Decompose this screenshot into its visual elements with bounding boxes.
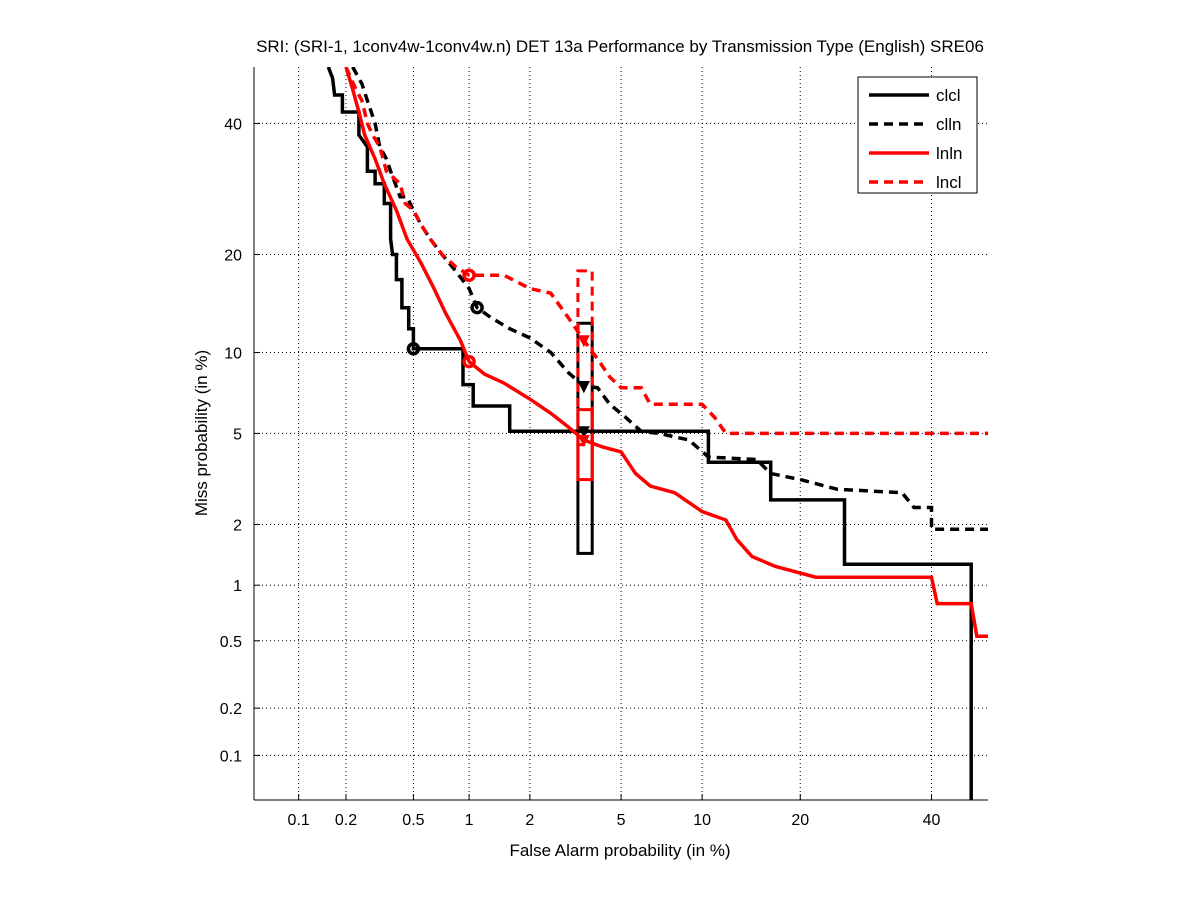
confidence-box-lncl <box>576 269 594 447</box>
series-line-clln <box>351 67 988 531</box>
actual-dcf-marker-clcl <box>577 426 590 439</box>
actual-dcf-marker-lnln <box>577 435 590 448</box>
x-tick-label: 0.2 <box>335 812 357 829</box>
min-dcf-marker-clln <box>470 300 484 315</box>
min-dcf-marker-lncl <box>462 268 476 282</box>
series-line-lnln <box>344 67 988 639</box>
y-tick-label: 20 <box>224 247 242 264</box>
y-tick-label: 0.5 <box>220 634 242 651</box>
x-tick-label: 1 <box>465 812 474 829</box>
legend-label-lnln: lnln <box>936 144 962 163</box>
x-tick-label: 0.5 <box>402 812 424 829</box>
y-tick-label: 1 <box>233 578 242 595</box>
y-tick-label: 2 <box>233 517 242 534</box>
ticks: 0.1 0.2 0.5 1 2 5 10 20 40 0.1 0.2 0.5 1 2 5 10 20 40 <box>220 116 941 829</box>
legend-label-lncl: lncl <box>936 173 962 192</box>
x-tick-label: 0.1 <box>288 812 310 829</box>
x-tick-label: 5 <box>617 812 626 829</box>
series-layer <box>326 67 988 800</box>
actual-dcf-marker-clln <box>577 381 590 394</box>
x-tick-label: 2 <box>525 812 534 829</box>
y-tick-label: 10 <box>224 345 242 362</box>
series-line-lncl <box>344 67 988 436</box>
x-tick-label: 20 <box>791 812 809 829</box>
x-tick-label: 10 <box>693 812 711 829</box>
y-tick-label: 5 <box>233 426 242 443</box>
x-tick-label: 40 <box>923 812 941 829</box>
actual-dcf-marker-lncl <box>577 335 590 348</box>
y-tick-label: 0.2 <box>220 701 242 718</box>
y-axis-label: Miss probability (in %) <box>192 350 211 516</box>
legend: clcl clln lnln lncl <box>857 76 978 194</box>
chart-title: SRI: (SRI-1, 1conv4w-1conv4w.n) DET 13a … <box>256 37 984 56</box>
y-tick-label: 0.1 <box>220 748 242 765</box>
min-dcf-marker-lnln <box>462 354 476 369</box>
y-tick-label: 40 <box>224 116 242 133</box>
legend-label-clcl: clcl <box>936 86 961 105</box>
x-axis-label: False Alarm probability (in %) <box>509 841 730 860</box>
min-dcf-marker-clcl <box>406 341 421 356</box>
legend-label-clln: clln <box>936 115 962 134</box>
